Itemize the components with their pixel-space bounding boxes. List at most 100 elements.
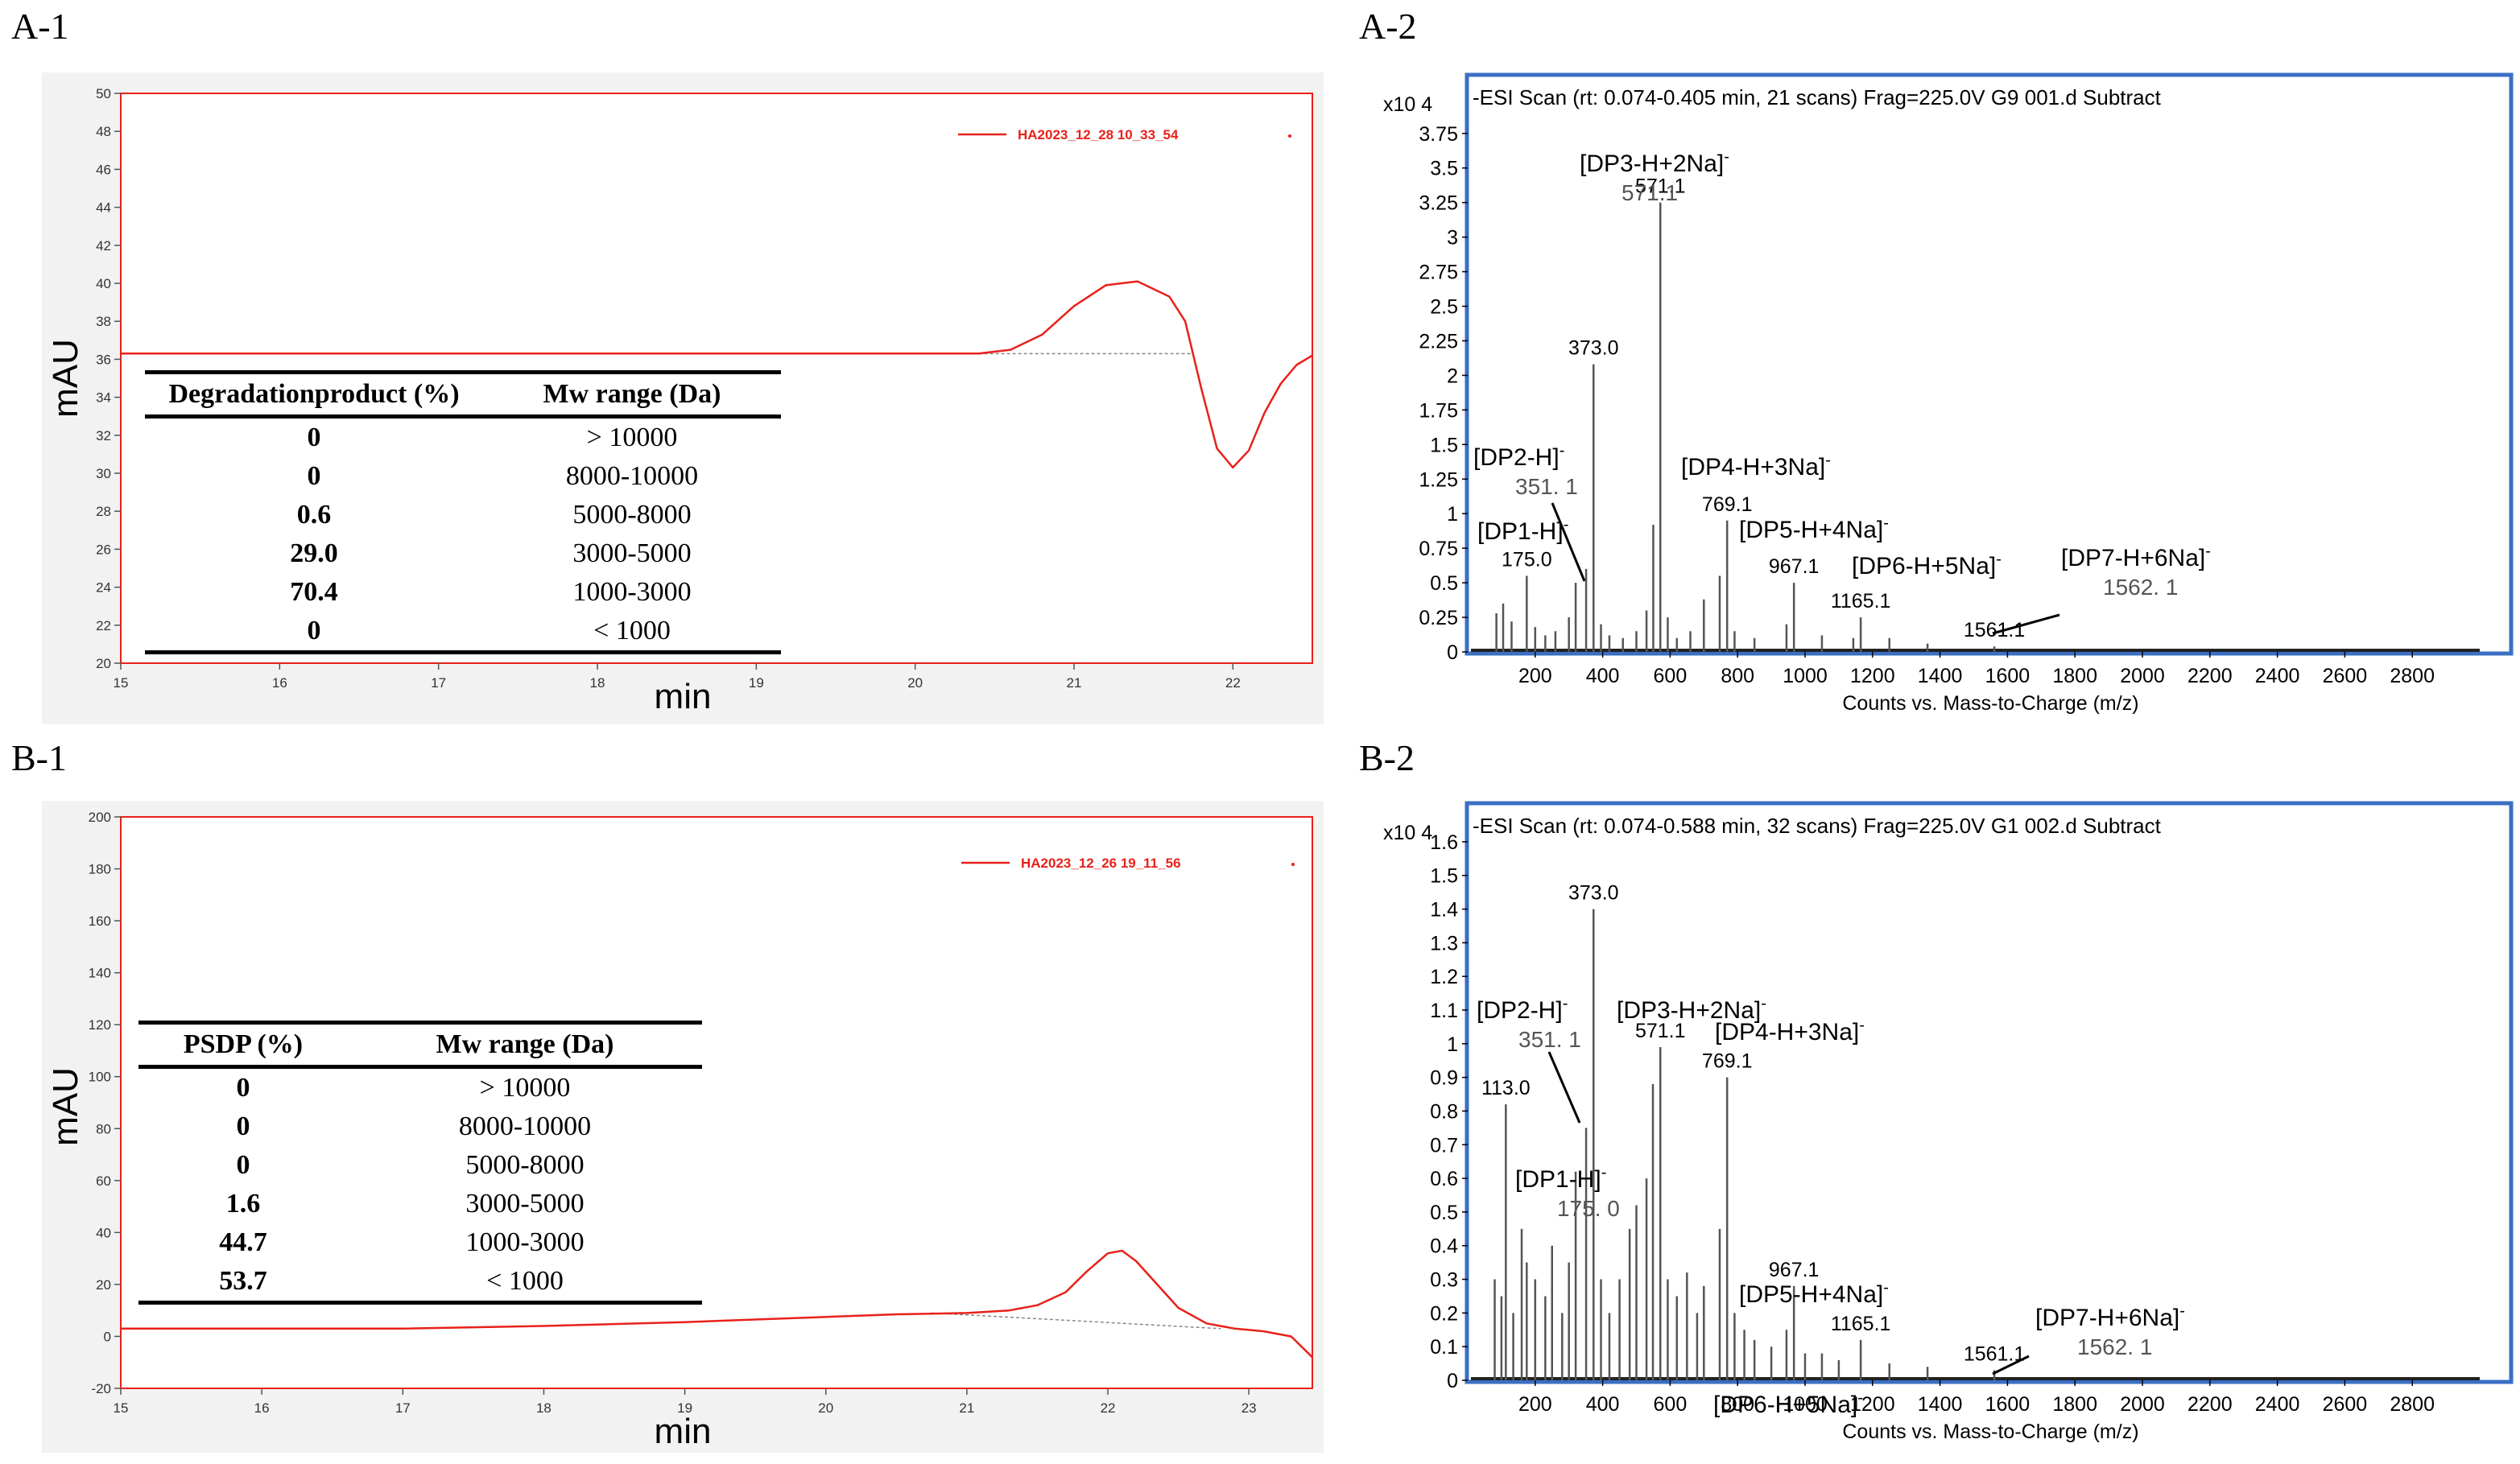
x-tick-label: 2000: [2120, 665, 2165, 687]
table-cell: < 1000: [483, 612, 781, 654]
table-row: 53.7 < 1000: [138, 1262, 702, 1305]
y-tick-label: 1.1: [1430, 1000, 1458, 1022]
y-tick-label: 0: [1447, 1370, 1458, 1392]
y-tick-label: 44: [96, 200, 111, 216]
table-cell: 0: [145, 612, 483, 654]
table-row: 29.0 3000-5000: [145, 534, 781, 573]
ion-annotation: [DP2-H]-: [1477, 995, 1568, 1024]
ion-annotation-mass: 351. 1: [1515, 474, 1578, 499]
table-cell: 3000-5000: [572, 538, 692, 568]
ion-annotation: [DP3-H+2Na]-: [1580, 148, 1729, 177]
plot-frame: [1464, 801, 2514, 1384]
y-tick-label: 1.2: [1430, 966, 1458, 988]
y-tick-label: 3.25: [1419, 192, 1458, 215]
panel-label-b1: B-1: [11, 737, 67, 778]
table-cell: 0: [307, 423, 321, 452]
peak-label: 113.0: [1481, 1077, 1531, 1099]
table-a1: Degradationproduct (%) Mw range (Da) 0 > …: [145, 370, 781, 654]
peak-label: 175.0: [1502, 549, 1552, 571]
y-tick-label: 1.6: [1430, 831, 1458, 854]
y-tick-label: 3: [1447, 227, 1458, 249]
table-a1-header-1: Degradationproduct (%): [145, 370, 483, 419]
table-row: 0 < 1000: [145, 612, 781, 654]
x-tick-label: 1000: [1783, 665, 1828, 687]
y-tick-label: 0.4: [1430, 1235, 1458, 1258]
peak-label: 1561.1: [1964, 619, 2025, 641]
x-tick-label: 2400: [2255, 665, 2300, 687]
series-line: [121, 1249, 1313, 1359]
ion-annotation-mass: 351. 1: [1518, 1027, 1581, 1052]
panel-label-b2: B-2: [1359, 737, 1415, 778]
y-tick-label: 200: [89, 810, 111, 825]
ion-annotation: [DP5-H+4Na]-: [1739, 1279, 1889, 1308]
y-tick-label: 2.5: [1430, 296, 1458, 319]
x-tick-label: 2800: [2390, 1393, 2435, 1416]
y-tick-label: 1.5: [1430, 434, 1458, 456]
table-row: 1.6 3000-5000: [138, 1185, 702, 1223]
table-cell: 5000-8000: [572, 500, 692, 530]
y-tick-label: 0.75: [1419, 538, 1458, 560]
y-tick-label: 20: [96, 1277, 111, 1293]
y-tick-label: 1.75: [1419, 399, 1458, 422]
table-cell: 1000-3000: [465, 1227, 585, 1257]
x-tick-label: 1800: [2052, 665, 2097, 687]
x-tick-label: 21: [959, 1400, 974, 1416]
peak-label: 571.1: [1635, 175, 1686, 198]
peak-label: 1561.1: [1964, 1342, 2025, 1365]
peak-label: 373.0: [1568, 337, 1619, 360]
y-tick-label: 26: [96, 542, 111, 557]
y-tick-label: 46: [96, 162, 111, 177]
y-tick-label: 50: [96, 86, 111, 101]
y-axis-label: mAU: [46, 339, 85, 418]
y-tick-label: 3.75: [1419, 123, 1458, 146]
x-tick-label: 2600: [2323, 1393, 2368, 1416]
peak-label: 1165.1: [1831, 1313, 1891, 1335]
y-multiplier: x10 4: [1383, 822, 1432, 844]
y-tick-label: 0.1: [1430, 1336, 1458, 1359]
x-tick-label: 20: [818, 1400, 833, 1416]
y-tick-label: 80: [96, 1121, 111, 1136]
peak-label: 373.0: [1568, 882, 1619, 905]
y-tick-label: 160: [89, 913, 111, 929]
x-tick-label: 23: [1241, 1400, 1257, 1416]
table-cell: > 10000: [586, 423, 678, 452]
legend-label: HA2023_12_26 19_11_56: [1021, 856, 1181, 871]
x-tick-label: 2200: [2187, 665, 2233, 687]
table-a1-header-2: Mw range (Da): [483, 370, 781, 419]
x-tick-label: 2200: [2187, 1393, 2233, 1416]
y-tick-label: 34: [96, 390, 111, 406]
x-tick-label: 1400: [1918, 665, 1963, 687]
peak-label: 967.1: [1769, 555, 1820, 578]
y-multiplier: x10 4: [1383, 93, 1432, 116]
table-cell: 70.4: [290, 577, 338, 607]
legend-label: HA2023_12_28 10_33_54: [1018, 127, 1179, 142]
ion-annotation: [DP3-H+2Na]-: [1617, 995, 1766, 1024]
table-cell: 0: [236, 1150, 250, 1180]
x-tick-label: 800: [1721, 1393, 1754, 1416]
y-tick-label: 20: [96, 656, 111, 671]
x-axis-label: min: [655, 677, 712, 716]
x-tick-label: 21: [1067, 675, 1082, 691]
table-cell: 0: [307, 461, 321, 491]
ion-annotation-mass: 571.1: [1621, 180, 1678, 205]
y-tick-label: 0.5: [1430, 1202, 1458, 1224]
x-tick-label: 19: [677, 1400, 692, 1416]
x-tick-label: 15: [114, 1400, 129, 1416]
peak-label: 769.1: [1702, 1050, 1753, 1073]
y-tick-label: 1.3: [1430, 932, 1458, 955]
x-tick-label: 2000: [2120, 1393, 2165, 1416]
legend-dot: [1291, 863, 1295, 866]
table-cell: 1000-3000: [572, 577, 692, 607]
table-cell: 53.7: [138, 1262, 348, 1305]
ion-annotation: [DP4-H+3Na]-: [1681, 452, 1831, 480]
table-row: 0 8000-10000: [138, 1107, 702, 1146]
ion-annotation: [DP6-H+5Na]-: [1713, 1389, 1863, 1418]
x-tick-label: 1400: [1918, 1393, 1963, 1416]
y-tick-label: 2: [1447, 365, 1458, 387]
ion-annotation: [DP7-H+6Na]-: [2035, 1302, 2185, 1331]
x-axis-label: Counts vs. Mass-to-Charge (m/z): [1842, 692, 2138, 715]
x-tick-label: 1600: [1985, 1393, 2030, 1416]
table-cell: > 10000: [479, 1073, 571, 1103]
x-tick-label: 19: [749, 675, 764, 691]
y-tick-label: 40: [96, 1225, 111, 1240]
